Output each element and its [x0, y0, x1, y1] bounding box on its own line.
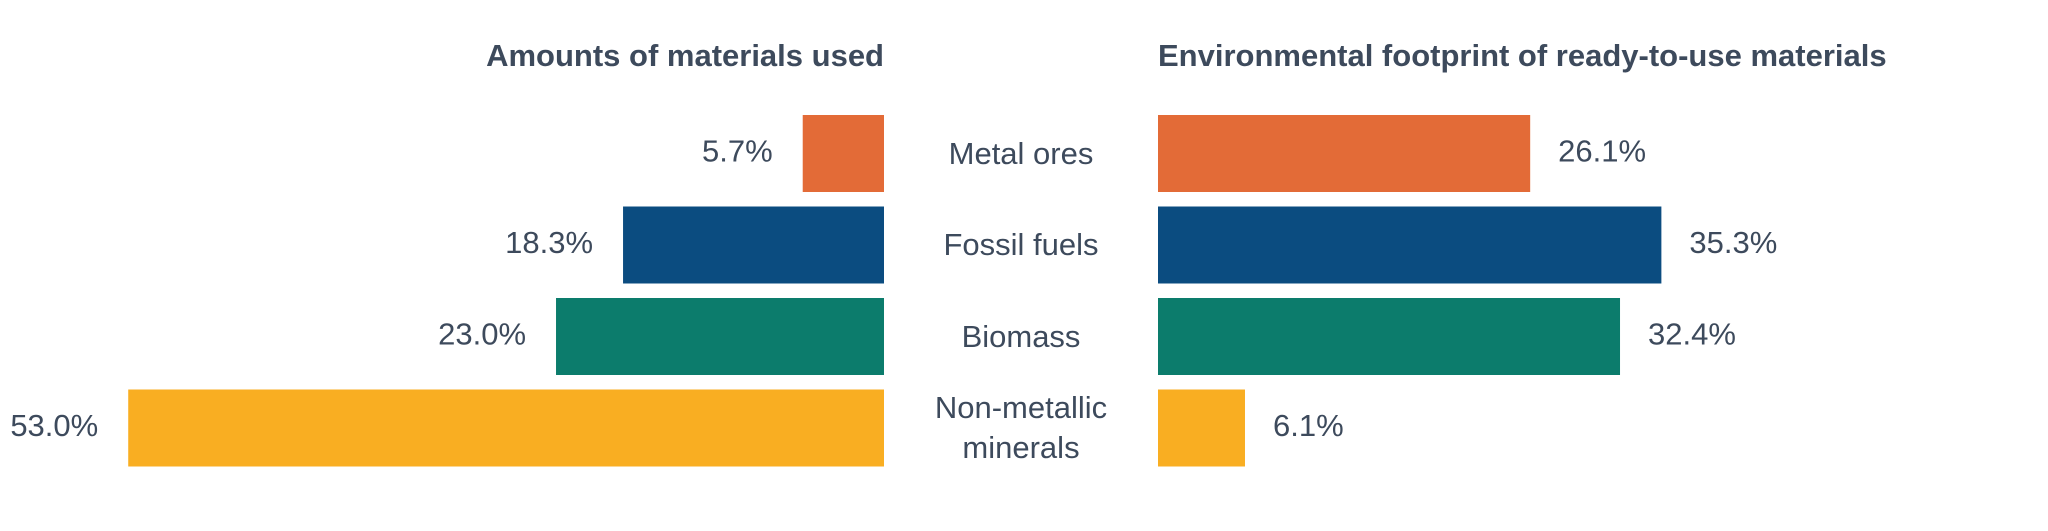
right-title: Environmental footprint of ready-to-use … — [1158, 38, 1887, 73]
value-label: 5.7% — [702, 134, 773, 169]
bar — [1158, 389, 1245, 467]
value-label: 6.1% — [1273, 408, 1344, 443]
category-label: Fossil fuels — [943, 227, 1099, 262]
value-label: 53.0% — [10, 408, 98, 443]
value-label: 26.1% — [1558, 134, 1646, 169]
category-label: Biomass — [961, 318, 1081, 354]
value-label: 18.3% — [505, 225, 593, 260]
value-label: 35.3% — [1689, 225, 1777, 260]
bar — [802, 115, 884, 192]
bar — [623, 206, 884, 284]
bar — [128, 389, 885, 467]
category-label: Non-metallic minerals — [934, 390, 1108, 465]
category-label: Metal ores — [948, 135, 1094, 171]
left-title: Amounts of materials used — [486, 38, 884, 73]
value-label: 23.0% — [438, 317, 526, 352]
bar — [556, 298, 884, 375]
bar — [1158, 115, 1531, 192]
bar — [1158, 298, 1621, 375]
bar — [1158, 206, 1662, 284]
value-label: 32.4% — [1648, 317, 1736, 352]
